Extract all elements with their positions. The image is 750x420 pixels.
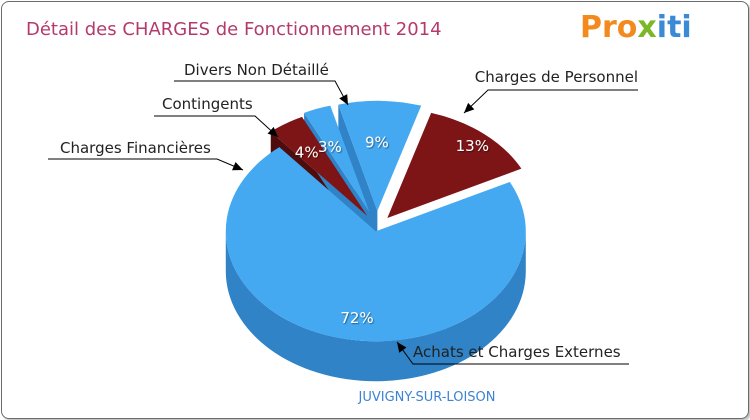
logo-letter: x <box>637 10 656 45</box>
logo-letter: i <box>681 10 691 45</box>
callout-line <box>48 158 244 171</box>
pie-slice-divers-non-detaille <box>338 100 422 211</box>
proxiti-logo: Proxiti <box>580 10 692 45</box>
callout-arrowhead <box>397 342 407 353</box>
callout-arrowhead <box>232 161 243 171</box>
pie-slice-side-achats-et-charges-externes <box>225 231 526 382</box>
callout-label-charges-financieres: Charges Financières <box>60 139 211 157</box>
logo-letter: o <box>617 10 638 45</box>
pie-labels: 13% 72% 4% 3% 9% <box>295 134 489 327</box>
callout-label-contingents: Contingents <box>162 95 253 113</box>
callout-arrowhead <box>339 94 348 105</box>
pie-slice-achats-et-charges-externes <box>225 147 526 342</box>
callout-label-achats-et-charges-externes: Achats et Charges Externes <box>413 343 621 361</box>
callout-label-charges-de-personnel: Charges de Personnel <box>475 68 638 86</box>
logo-letter: r <box>602 10 617 45</box>
pie-slice-charges-financieres <box>270 116 368 216</box>
callout-arrowhead <box>464 102 475 113</box>
logo-letter: i <box>657 10 667 45</box>
pie-callouts: Charges de Personnel Achats et Charges Ex… <box>48 61 638 365</box>
pie-tops <box>225 100 526 342</box>
pie-value-label: 3% <box>318 138 342 156</box>
chart-title: Détail des CHARGES de Fonctionnement 201… <box>26 19 442 40</box>
callout-line <box>463 89 638 114</box>
pie-value-label: 13% <box>456 137 489 155</box>
logo-letter: t <box>667 10 681 45</box>
pie-value-label: 9% <box>365 134 389 152</box>
pie-value-label: 4% <box>295 144 319 162</box>
pie-slice-face-divers-non-detaille <box>338 104 378 251</box>
chart-subtitle: JUVIGNY-SUR-LOISON <box>358 390 496 405</box>
pie-slice-contingents <box>304 105 370 212</box>
pie-value-label: 72% <box>340 309 373 327</box>
callout-label-divers-non-detaille: Divers Non Détaillé <box>184 61 329 79</box>
logo-letter: P <box>580 10 602 45</box>
callout-line <box>154 115 279 138</box>
pie-slice-charges-de-personnel <box>387 112 522 219</box>
callout-arrowhead <box>267 126 278 137</box>
